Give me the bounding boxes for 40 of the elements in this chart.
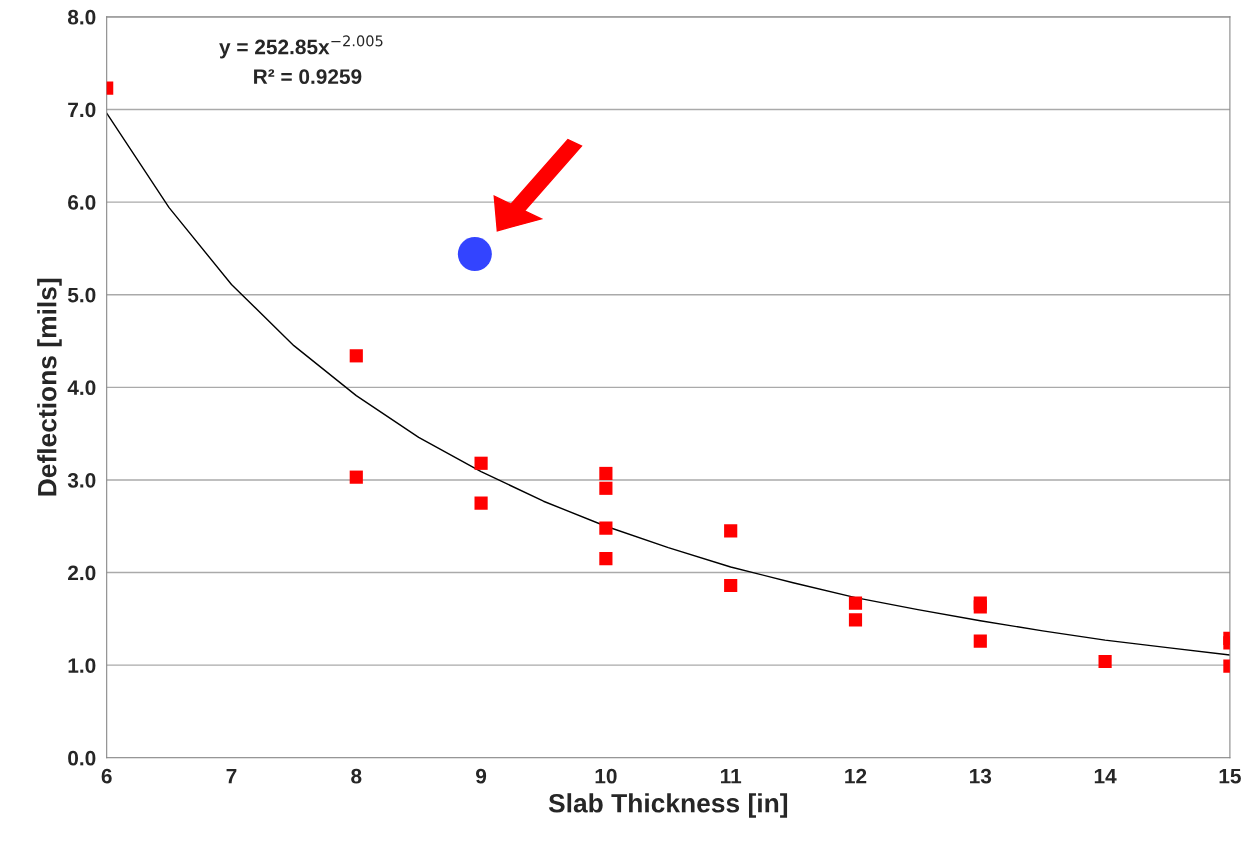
y-tick-label: 0.0 — [68, 750, 96, 766]
point — [349, 470, 363, 484]
point — [973, 600, 987, 614]
x-tick-label: 13 — [970, 768, 992, 784]
x-axis-title: Slab Thickness [in] — [548, 793, 788, 818]
point — [973, 634, 987, 648]
y-tick-label: 5.0 — [67, 287, 96, 303]
point — [457, 236, 492, 271]
annotation: R² = 0.9259 — [254, 69, 362, 85]
y-tick-label: 8.0 — [67, 9, 96, 25]
point — [474, 456, 488, 470]
x-tick-label: 11 — [720, 768, 742, 784]
point — [848, 613, 863, 627]
x-tick-label: 8 — [351, 768, 362, 784]
x-tick-label: 12 — [845, 768, 867, 784]
x-tick-label: 15 — [1219, 768, 1241, 784]
point — [599, 552, 613, 566]
x-tick-label: 14 — [1094, 768, 1117, 784]
y-tick-label: 2.0 — [68, 565, 96, 581]
y-tick-label: 7.0 — [68, 102, 96, 118]
y-tick-label: 6.0 — [68, 195, 96, 210]
x-tick-label: 6 — [101, 768, 112, 784]
line-series — [106, 112, 1230, 656]
y-axis-title: Deflections [mils] — [37, 278, 62, 496]
point — [599, 481, 613, 495]
point — [599, 466, 613, 481]
point — [724, 524, 738, 538]
point — [848, 596, 863, 610]
x-tick-label: 7 — [226, 768, 237, 784]
x-tick-label: 10 — [595, 768, 617, 784]
point — [349, 349, 363, 363]
y-tick-label: 4.0 — [67, 380, 96, 396]
point — [474, 496, 488, 510]
point — [1098, 654, 1112, 669]
point — [724, 578, 738, 593]
y-tick-label: 1.0 — [68, 658, 96, 673]
annotation: y = 252.85x$^{−2.005}$ — [219, 35, 383, 59]
x-tick-label: 9 — [476, 768, 487, 784]
y-tick-label: 3.0 — [67, 472, 96, 488]
point — [599, 521, 613, 535]
